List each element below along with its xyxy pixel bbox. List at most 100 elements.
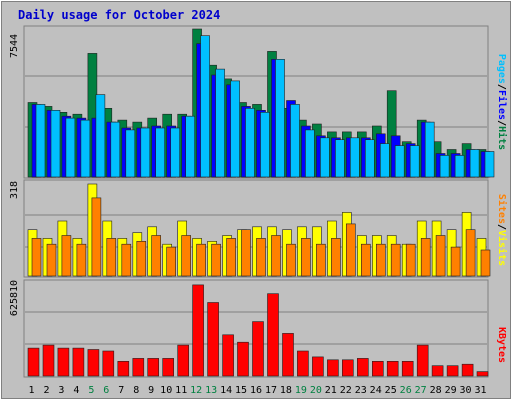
bar-kbytes-day-24 [371,360,384,377]
x-tick-day-20: 20 [310,385,322,396]
bar-kbytes-day-14 [222,334,234,377]
bar-sites-day-15 [241,229,251,277]
x-tick-day-19: 19 [295,385,307,396]
bar-kbytes-day-22 [341,359,354,377]
bar-pages-day-5 [95,94,106,178]
x-tick-day-17: 17 [265,385,277,396]
bar-sites-day-29 [450,246,461,277]
x-tick-day-18: 18 [280,385,292,396]
bar-pages-day-13 [215,68,225,178]
bar-sites-day-14 [226,238,236,277]
x-tick-day-10: 10 [160,385,172,396]
bar-kbytes-day-13 [207,302,219,377]
x-tick-day-26: 26 [400,385,412,396]
bar-sites-day-18 [286,243,296,277]
bar-pages-day-28 [439,155,450,178]
bar-pages-day-4 [80,119,91,178]
bar-kbytes-day-20 [312,356,324,377]
bar-sites-day-4 [76,243,87,277]
bar-pages-day-19 [305,129,315,178]
bar-sites-day-23 [360,243,371,277]
bar-kbytes-day-31 [476,371,489,377]
bar-pages-day-6 [110,121,121,178]
bar-sites-day-31 [480,249,491,277]
bar-kbytes-day-30 [461,363,474,377]
legend-pages: Pages [496,54,507,84]
chart-title: Daily usage for October 2024 [18,8,220,22]
bar-pages-day-3 [65,117,76,178]
x-tick-day-21: 21 [325,385,337,396]
x-tick-day-6: 6 [103,385,109,396]
bar-kbytes-day-1 [27,347,40,377]
x-tick-day-14: 14 [220,385,232,396]
x-tick-day-5: 5 [88,385,94,396]
bar-sites-day-26 [405,243,416,277]
bar-pages-day-14 [230,80,240,178]
bar-pages-day-30 [469,149,480,178]
bar-pages-day-26 [409,145,420,178]
panel-2: 318 Sites/Visits [9,179,508,278]
bar-sites-day-22 [345,223,356,277]
panel-3: 625810 KBytes [9,279,507,378]
bar-sites-day-17 [271,235,281,277]
bar-sites-day-30 [465,229,476,277]
bar-sites-day-13 [211,243,221,277]
bar-sites-day-16 [256,238,266,277]
bar-pages-day-16 [260,112,270,178]
bar-sites-day-8 [136,241,147,277]
bar-kbytes-day-16 [252,321,264,377]
x-tick-day-8: 8 [133,385,139,396]
x-tick-day-15: 15 [235,385,247,396]
bar-kbytes-day-11 [177,344,189,377]
legend-separator: / [496,84,507,90]
legend-hits: Hits [496,126,508,150]
legend-files: Files [496,90,508,120]
bar-sites-day-5 [91,197,102,277]
x-tick-day-13: 13 [205,385,217,396]
bar-sites-day-3 [61,235,72,277]
bar-sites-day-7 [121,243,132,277]
bar-sites-day-24 [375,243,386,277]
x-tick-day-11: 11 [175,385,187,396]
bar-pages-day-1 [35,104,46,178]
legend-visits: Visits [496,230,508,266]
bar-kbytes-day-9 [147,358,159,377]
x-tick-day-28: 28 [430,385,442,396]
bar-kbytes-day-6 [102,350,115,377]
bar-pages-day-11 [185,115,195,178]
legend-separator: / [496,120,507,126]
bar-pages-day-2 [50,110,61,178]
bar-kbytes-day-10 [162,358,174,377]
bar-sites-day-12 [196,243,206,277]
bar-sites-day-27 [420,238,431,277]
bar-pages-day-21 [335,139,345,178]
bar-kbytes-day-19 [297,350,309,377]
bar-pages-day-23 [364,139,375,178]
bar-kbytes-day-26 [401,360,414,377]
x-tick-day-16: 16 [250,385,262,396]
bar-pages-day-8 [140,127,151,178]
bar-kbytes-day-18 [282,333,294,377]
bar-kbytes-day-5 [87,349,100,377]
x-tick-day-12: 12 [190,385,202,396]
x-tick-day-29: 29 [445,385,457,396]
bar-sites-day-9 [151,235,161,277]
x-tick-day-9: 9 [148,385,154,396]
bar-pages-day-7 [125,129,136,178]
bar-sites-day-21 [331,238,341,277]
bar-kbytes-day-23 [356,358,369,377]
bar-sites-day-10 [166,246,176,277]
bar-pages-day-24 [379,143,390,178]
bar-pages-day-10 [170,127,180,178]
bar-kbytes-day-28 [431,365,444,377]
bar-kbytes-day-12 [192,284,204,377]
x-tick-day-1: 1 [28,385,34,396]
bar-kbytes-day-8 [132,358,145,377]
x-tick-day-24: 24 [370,385,382,396]
bar-pages-day-18 [290,104,300,178]
bar-kbytes-day-25 [386,360,399,377]
x-tick-day-2: 2 [43,385,49,396]
